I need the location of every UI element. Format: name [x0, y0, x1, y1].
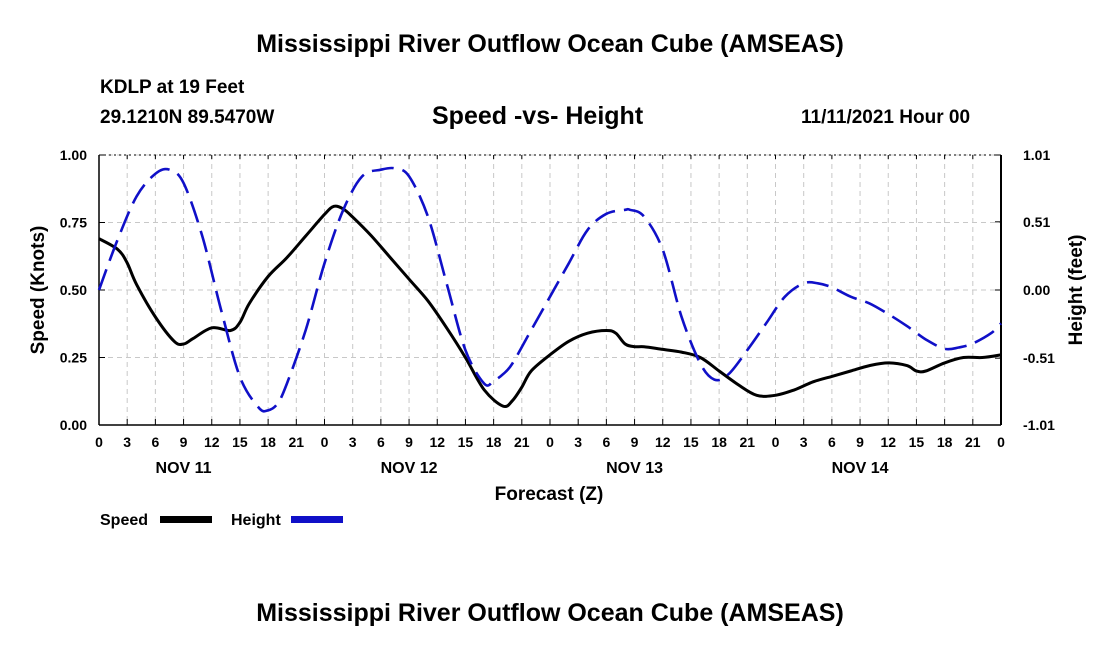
- legend: Speed Height: [100, 512, 343, 529]
- day-label: NOV 14: [832, 460, 889, 477]
- x-tick-label: 3: [349, 434, 357, 450]
- x-tick-label: 6: [151, 434, 159, 450]
- x-tick-label: 21: [740, 434, 756, 450]
- series-line-speed: [98, 204, 1002, 409]
- x-tick-label: 3: [800, 434, 808, 450]
- x-tick-label: 0: [95, 434, 103, 450]
- grid-lines: [99, 154, 1001, 425]
- day-label: NOV 11: [156, 460, 212, 477]
- y-tick-label: 0.25: [60, 350, 87, 366]
- x-tick-label: 9: [405, 434, 413, 450]
- x-tick-label: 6: [377, 434, 385, 450]
- x-tick-label: 21: [965, 434, 981, 450]
- y2-tick-label: 0.51: [1023, 214, 1050, 230]
- y-tick-label: 1.00: [60, 147, 87, 163]
- x-tick-label: 0: [997, 434, 1005, 450]
- y2-tick-label: 1.01: [1023, 147, 1050, 163]
- footer-title: Mississippi River Outflow Ocean Cube (AM…: [256, 599, 844, 627]
- x-axis-label: Forecast (Z): [495, 484, 604, 505]
- main-title: Mississippi River Outflow Ocean Cube (AM…: [256, 30, 844, 58]
- x-tick-label: 3: [574, 434, 582, 450]
- y2-axis-label: Height (feet): [1066, 235, 1087, 346]
- y-tick-label: 0.00: [60, 417, 87, 433]
- y2-tick-label: -1.01: [1023, 417, 1055, 433]
- x-tick-label: 15: [909, 434, 925, 450]
- x-tick-label: 15: [683, 434, 699, 450]
- legend-swatch-height: [291, 516, 343, 523]
- x-tick-label: 15: [458, 434, 474, 450]
- x-tick-label: 9: [631, 434, 639, 450]
- station-label: KDLP at 19 Feet: [100, 77, 245, 98]
- y-tick-label: 0.75: [60, 215, 87, 231]
- y2-tick-label: -0.51: [1023, 350, 1055, 366]
- x-tick-label: 18: [260, 434, 276, 450]
- x-tick-label: 12: [429, 434, 445, 450]
- x-tick-label: 6: [828, 434, 836, 450]
- day-label: NOV 12: [381, 460, 438, 477]
- x-tick-label: 18: [711, 434, 727, 450]
- x-tick-label: 9: [180, 434, 188, 450]
- y2-tick-label: 0.00: [1023, 282, 1050, 298]
- x-tick-label: 9: [856, 434, 864, 450]
- tick-labels: 0 3 6 9 12 15 18 21 0 3 6 9 12 15 18 21 0 3 6 9 12 15 18 21 0 3 6 9…: [60, 147, 1055, 477]
- chart-title: Speed -vs- Height: [432, 102, 644, 130]
- x-tick-label: 12: [204, 434, 220, 450]
- coordinates-label: 29.1210N 89.5470W: [100, 107, 275, 128]
- x-tick-label: 0: [772, 434, 780, 450]
- day-label: NOV 13: [606, 460, 663, 477]
- x-tick-label: 12: [880, 434, 896, 450]
- x-tick-label: 3: [123, 434, 131, 450]
- y-axis-label: Speed (Knots): [28, 226, 49, 355]
- legend-swatch-speed: [160, 516, 212, 523]
- x-tick-label: 21: [289, 434, 305, 450]
- x-tick-label: 0: [546, 434, 554, 450]
- x-tick-label: 6: [602, 434, 610, 450]
- x-tick-label: 18: [937, 434, 953, 450]
- legend-label-speed: Speed: [100, 512, 148, 529]
- x-tick-label: 12: [655, 434, 671, 450]
- x-tick-label: 0: [321, 434, 329, 450]
- x-tick-label: 15: [232, 434, 248, 450]
- x-tick-label: 21: [514, 434, 530, 450]
- x-tick-label: 18: [486, 434, 502, 450]
- legend-label-height: Height: [231, 512, 281, 529]
- axes: [98, 154, 1002, 426]
- series-line-height: [97, 166, 1002, 413]
- y-tick-label: 0.50: [60, 282, 87, 298]
- series-lines: [97, 166, 1002, 413]
- datetime-label: 11/11/2021 Hour 00: [801, 107, 971, 128]
